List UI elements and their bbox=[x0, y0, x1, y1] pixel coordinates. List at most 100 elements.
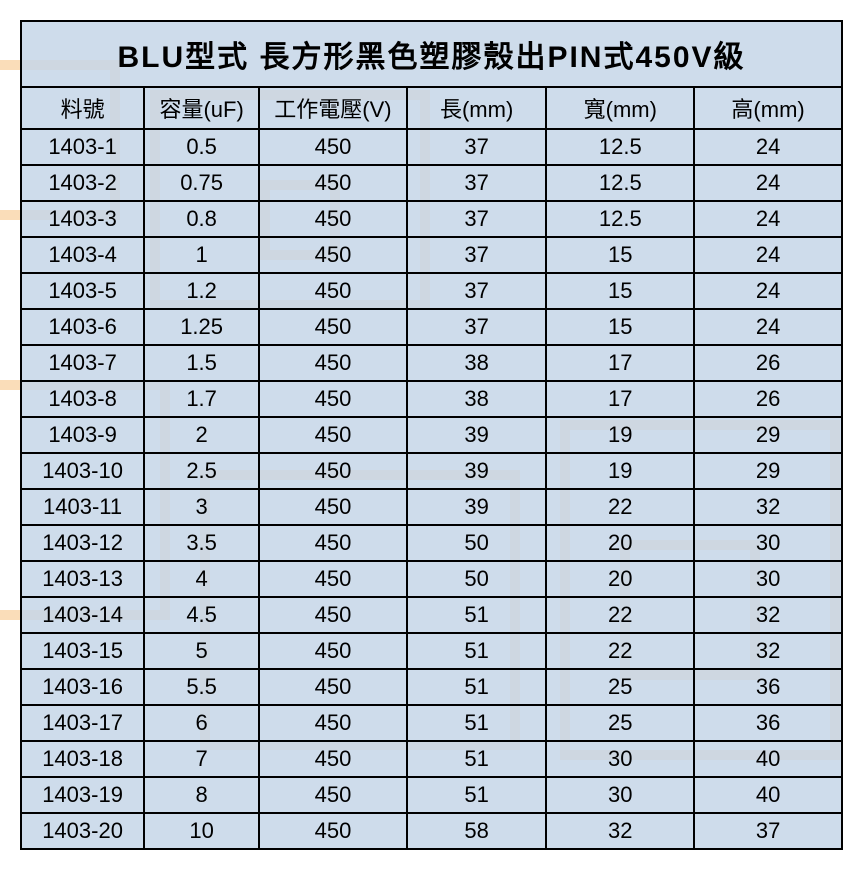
table-cell: 1403-2 bbox=[21, 165, 144, 201]
table-row: 1403-61.25450371524 bbox=[21, 309, 842, 345]
table-cell: 24 bbox=[694, 237, 842, 273]
table-cell: 7 bbox=[144, 741, 259, 777]
table-cell: 450 bbox=[259, 273, 407, 309]
table-cell: 22 bbox=[546, 633, 694, 669]
table-cell: 450 bbox=[259, 201, 407, 237]
table-cell: 1403-19 bbox=[21, 777, 144, 813]
table-cell: 450 bbox=[259, 561, 407, 597]
table-cell: 30 bbox=[694, 561, 842, 597]
table-row: 1403-10.54503712.524 bbox=[21, 129, 842, 165]
table-cell: 450 bbox=[259, 345, 407, 381]
table-row: 1403-134450502030 bbox=[21, 561, 842, 597]
table-cell: 1403-17 bbox=[21, 705, 144, 741]
table-cell: 15 bbox=[546, 273, 694, 309]
table-cell: 39 bbox=[407, 453, 547, 489]
table-cell: 38 bbox=[407, 381, 547, 417]
table-row: 1403-155450512232 bbox=[21, 633, 842, 669]
table-cell: 36 bbox=[694, 705, 842, 741]
table-cell: 51 bbox=[407, 669, 547, 705]
table-cell: 22 bbox=[546, 597, 694, 633]
table-cell: 32 bbox=[694, 597, 842, 633]
table-cell: 1403-13 bbox=[21, 561, 144, 597]
table-cell: 24 bbox=[694, 165, 842, 201]
table-cell: 1403-16 bbox=[21, 669, 144, 705]
table-cell: 22 bbox=[546, 489, 694, 525]
table-row: 1403-71.5450381726 bbox=[21, 345, 842, 381]
table-title: BLU型式 長方形黑色塑膠殼出PIN式450V級 bbox=[21, 21, 842, 87]
table-row: 1403-81.7450381726 bbox=[21, 381, 842, 417]
table-cell: 450 bbox=[259, 309, 407, 345]
table-cell: 17 bbox=[546, 345, 694, 381]
table-row: 1403-102.5450391929 bbox=[21, 453, 842, 489]
title-row: BLU型式 長方形黑色塑膠殼出PIN式450V級 bbox=[21, 21, 842, 87]
table-cell: 29 bbox=[694, 453, 842, 489]
table-cell: 450 bbox=[259, 525, 407, 561]
col-height: 高(mm) bbox=[694, 87, 842, 129]
table-cell: 26 bbox=[694, 345, 842, 381]
table-cell: 1403-18 bbox=[21, 741, 144, 777]
table-cell: 37 bbox=[407, 273, 547, 309]
table-cell: 3 bbox=[144, 489, 259, 525]
table-cell: 36 bbox=[694, 669, 842, 705]
table-cell: 20 bbox=[546, 561, 694, 597]
table-cell: 450 bbox=[259, 489, 407, 525]
table-cell: 1.25 bbox=[144, 309, 259, 345]
table-cell: 39 bbox=[407, 417, 547, 453]
table-cell: 50 bbox=[407, 525, 547, 561]
table-row: 1403-20.754503712.524 bbox=[21, 165, 842, 201]
table-cell: 1403-12 bbox=[21, 525, 144, 561]
table-cell: 450 bbox=[259, 453, 407, 489]
table-cell: 17 bbox=[546, 381, 694, 417]
header-row: 料號 容量(uF) 工作電壓(V) 長(mm) 寬(mm) 高(mm) bbox=[21, 87, 842, 129]
table-cell: 450 bbox=[259, 813, 407, 849]
table-cell: 1403-14 bbox=[21, 597, 144, 633]
table-cell: 0.75 bbox=[144, 165, 259, 201]
table-cell: 1.2 bbox=[144, 273, 259, 309]
table-cell: 1403-15 bbox=[21, 633, 144, 669]
table-cell: 1.5 bbox=[144, 345, 259, 381]
table-cell: 50 bbox=[407, 561, 547, 597]
table-cell: 39 bbox=[407, 489, 547, 525]
capacitor-spec-table: BLU型式 長方形黑色塑膠殼出PIN式450V級 料號 容量(uF) 工作電壓(… bbox=[20, 20, 843, 850]
table-cell: 1403-8 bbox=[21, 381, 144, 417]
table-cell: 19 bbox=[546, 453, 694, 489]
table-cell: 1403-7 bbox=[21, 345, 144, 381]
table-row: 1403-92450391929 bbox=[21, 417, 842, 453]
table-cell: 30 bbox=[546, 777, 694, 813]
table-cell: 38 bbox=[407, 345, 547, 381]
table-cell: 32 bbox=[694, 489, 842, 525]
capacitor-spec-table-container: BLU型式 長方形黑色塑膠殼出PIN式450V級 料號 容量(uF) 工作電壓(… bbox=[20, 20, 843, 850]
table-cell: 0.5 bbox=[144, 129, 259, 165]
table-cell: 51 bbox=[407, 777, 547, 813]
table-cell: 37 bbox=[407, 165, 547, 201]
table-cell: 10 bbox=[144, 813, 259, 849]
table-cell: 51 bbox=[407, 633, 547, 669]
table-row: 1403-2010450583237 bbox=[21, 813, 842, 849]
table-cell: 3.5 bbox=[144, 525, 259, 561]
table-cell: 1 bbox=[144, 237, 259, 273]
table-body: 1403-10.54503712.5241403-20.754503712.52… bbox=[21, 129, 842, 849]
table-cell: 6 bbox=[144, 705, 259, 741]
table-cell: 1403-6 bbox=[21, 309, 144, 345]
table-cell: 1403-11 bbox=[21, 489, 144, 525]
table-cell: 450 bbox=[259, 777, 407, 813]
table-cell: 24 bbox=[694, 273, 842, 309]
table-cell: 37 bbox=[407, 237, 547, 273]
table-cell: 450 bbox=[259, 129, 407, 165]
table-cell: 15 bbox=[546, 237, 694, 273]
table-row: 1403-30.84503712.524 bbox=[21, 201, 842, 237]
table-row: 1403-187450513040 bbox=[21, 741, 842, 777]
table-cell: 5 bbox=[144, 633, 259, 669]
table-cell: 20 bbox=[546, 525, 694, 561]
table-cell: 450 bbox=[259, 381, 407, 417]
table-row: 1403-165.5450512536 bbox=[21, 669, 842, 705]
table-cell: 30 bbox=[694, 525, 842, 561]
table-cell: 29 bbox=[694, 417, 842, 453]
table-cell: 58 bbox=[407, 813, 547, 849]
table-cell: 51 bbox=[407, 597, 547, 633]
table-cell: 51 bbox=[407, 741, 547, 777]
table-cell: 450 bbox=[259, 705, 407, 741]
table-row: 1403-41450371524 bbox=[21, 237, 842, 273]
table-cell: 24 bbox=[694, 309, 842, 345]
table-row: 1403-113450392232 bbox=[21, 489, 842, 525]
